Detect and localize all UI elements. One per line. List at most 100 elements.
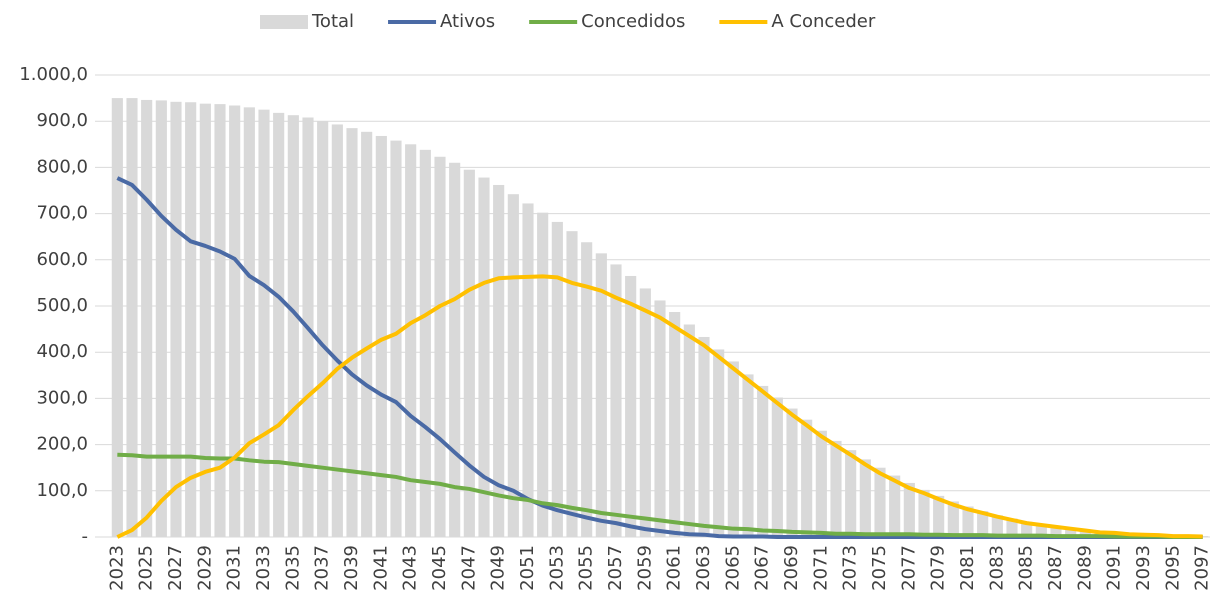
x-tick-label: 2081 (957, 545, 978, 591)
x-tick-label: 2071 (810, 545, 831, 591)
x-tick-label: 2061 (664, 545, 685, 591)
x-tick-label: 2037 (312, 545, 333, 591)
bar (918, 489, 930, 537)
x-tick-label: 2053 (546, 545, 567, 591)
bar (155, 100, 167, 537)
bar (375, 135, 387, 537)
bar (727, 361, 739, 537)
bar (947, 501, 959, 537)
x-tick-label: 2059 (634, 545, 655, 591)
bar (214, 104, 226, 537)
x-tick-label: 2089 (1074, 545, 1095, 591)
bar (449, 162, 461, 537)
bar (1050, 526, 1062, 537)
bar (1021, 521, 1033, 537)
bar (625, 275, 637, 537)
y-tick-label: 700,0 (36, 203, 88, 224)
x-tick-label: 2045 (429, 545, 450, 591)
bar (639, 288, 651, 537)
x-tick-label: 2031 (224, 545, 245, 591)
y-tick-label: 200,0 (36, 434, 88, 455)
bar (141, 99, 153, 537)
x-tick-label: 2041 (370, 545, 391, 591)
bar (493, 184, 505, 537)
x-tick-label: 2095 (1162, 545, 1183, 591)
x-tick-label: 2039 (341, 545, 362, 591)
y-tick-label: 500,0 (36, 295, 88, 316)
line-series (117, 452, 1203, 539)
bar (566, 231, 578, 537)
bar (229, 105, 241, 537)
bar (933, 495, 945, 537)
bar (962, 506, 974, 537)
bar (654, 300, 666, 537)
bar (170, 101, 182, 538)
bar (317, 121, 329, 537)
legend-label: Concedidos (581, 11, 685, 32)
bar (713, 349, 725, 537)
bar (434, 156, 446, 538)
y-tick-label: 1.000,0 (19, 64, 88, 85)
x-tick-label: 2065 (722, 545, 743, 591)
bar (111, 98, 123, 537)
x-tick-label: 2077 (898, 545, 919, 591)
bar (1079, 530, 1091, 537)
x-tick-label: 2047 (458, 545, 479, 591)
x-tick-label: 2025 (136, 545, 157, 591)
bar (669, 312, 681, 537)
x-tick-label: 2043 (400, 545, 421, 591)
x-tick-label: 2063 (693, 545, 714, 591)
bar (1197, 536, 1209, 537)
bar (419, 149, 431, 537)
bar (1035, 524, 1047, 537)
x-tick-label: 2033 (253, 545, 274, 591)
x-tick-label: 2069 (781, 545, 802, 591)
legend-label: Total (311, 11, 354, 32)
y-tick-label: 400,0 (36, 341, 88, 362)
bar (845, 450, 857, 537)
bar (757, 385, 769, 537)
bar (859, 459, 871, 537)
bar (698, 336, 710, 537)
x-tick-label: 2093 (1133, 545, 1154, 591)
x-tick-label: 2075 (869, 545, 890, 591)
bar (199, 103, 211, 538)
x-tick-label: 2083 (986, 545, 1007, 591)
bar (478, 177, 490, 537)
x-tick-label: 2029 (194, 545, 215, 591)
x-tick-label: 2051 (517, 545, 538, 591)
y-tick-label: 900,0 (36, 110, 88, 131)
legend-swatch (260, 15, 308, 29)
x-tick-label: 2097 (1192, 545, 1210, 591)
x-tick-label: 2067 (752, 545, 773, 591)
bar (273, 112, 285, 537)
x-tick-label: 2035 (282, 545, 303, 591)
bar (405, 144, 417, 538)
bar (683, 324, 695, 537)
bar (361, 131, 373, 538)
bar (537, 212, 549, 537)
bar (185, 102, 197, 538)
bar (1065, 528, 1077, 537)
bar (595, 253, 607, 537)
x-tick-label: 2057 (605, 545, 626, 591)
bar (889, 475, 901, 537)
legend: Total Ativos Concedidos A Conceder (260, 11, 876, 32)
y-tick-label: 800,0 (36, 156, 88, 177)
y-tick-label: 100,0 (36, 480, 88, 501)
line-series (116, 274, 1203, 539)
bar (258, 109, 270, 538)
bar (287, 115, 299, 537)
y-tick-label: 300,0 (36, 387, 88, 408)
bar (830, 440, 842, 537)
bar (874, 467, 886, 537)
x-tick-label: 2027 (165, 545, 186, 591)
bar (522, 203, 534, 537)
x-tick-label: 2073 (840, 545, 861, 591)
bar (742, 374, 754, 537)
y-tick-label: - (82, 526, 89, 547)
bar (991, 515, 1003, 537)
x-tick-label: 2023 (106, 545, 127, 591)
bar (126, 98, 138, 537)
